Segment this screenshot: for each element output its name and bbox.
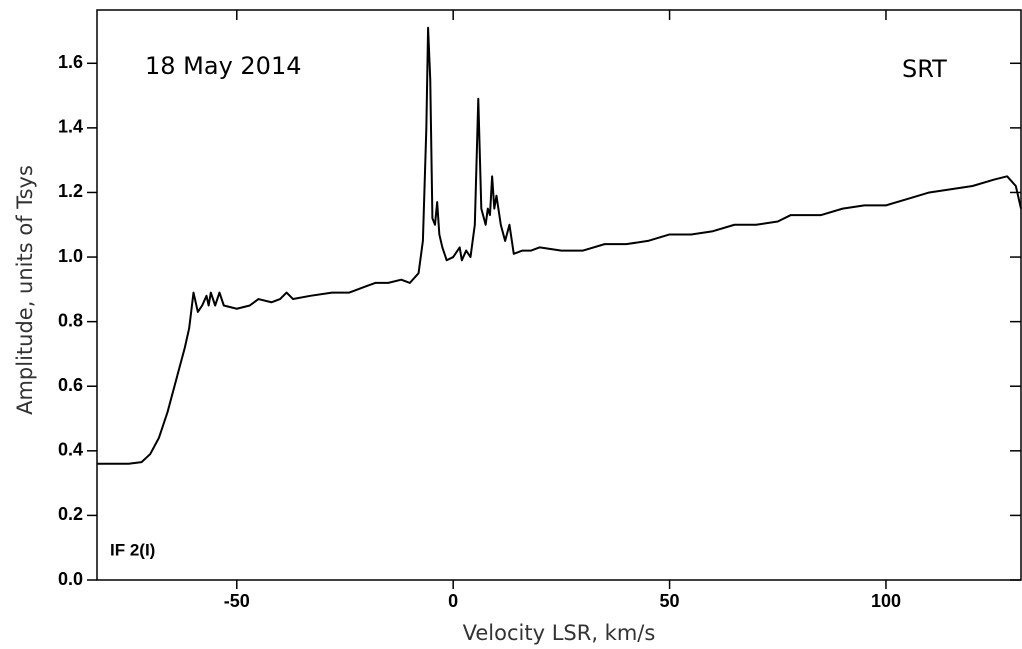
y-tick-label: 1.4 bbox=[58, 117, 83, 137]
y-tick-label: 0.4 bbox=[58, 440, 83, 460]
x-tick-label: 50 bbox=[660, 591, 680, 611]
annotation: 18 May 2014 bbox=[145, 52, 302, 80]
x-axis-label: Velocity LSR, km/s bbox=[463, 621, 656, 645]
x-tick-label: 100 bbox=[871, 591, 901, 611]
y-axis-label: Amplitude, units of Tsys bbox=[13, 165, 37, 415]
y-tick-label: 0.6 bbox=[58, 375, 83, 395]
data-line bbox=[97, 26, 1022, 465]
y-tick-label: 1.0 bbox=[58, 246, 83, 266]
x-tick-label: 0 bbox=[448, 591, 458, 611]
annotation: IF 2(I) bbox=[110, 540, 155, 559]
y-tick-label: 1.2 bbox=[58, 181, 83, 201]
x-tick-label: -50 bbox=[224, 591, 250, 611]
annotation: SRT bbox=[902, 55, 947, 83]
y-tick-label: 1.6 bbox=[58, 52, 83, 72]
y-tick-label: 0.2 bbox=[58, 504, 83, 524]
y-tick-label: 0.8 bbox=[58, 310, 83, 330]
plot-frame bbox=[96, 9, 1022, 581]
y-tick-label: 0.0 bbox=[58, 569, 83, 589]
